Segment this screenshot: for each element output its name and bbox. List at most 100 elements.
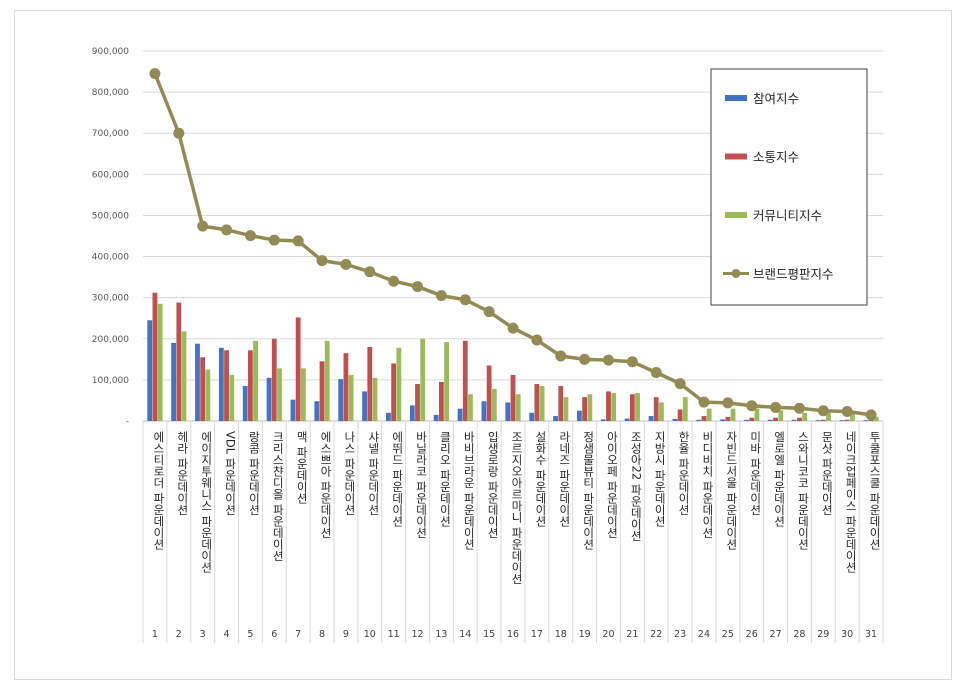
bar-커뮤니티지수-18	[563, 397, 569, 421]
category-label-9: 나스 파운데이션	[343, 431, 357, 515]
point-브랜드평판지수-11	[388, 275, 400, 287]
bar-커뮤니티지수-17	[539, 386, 545, 421]
bar-참여지수-14	[457, 408, 463, 421]
bar-소통지수-6	[271, 338, 277, 421]
bar-참여지수-2	[171, 342, 177, 421]
rank-label-26: 26	[746, 629, 758, 640]
point-브랜드평판지수-9	[340, 258, 352, 270]
bar-커뮤니티지수-11	[396, 347, 402, 421]
point-브랜드평판지수-5	[244, 230, 256, 242]
bar-소통지수-10	[367, 347, 373, 421]
y-tick-label: -	[126, 417, 129, 427]
point-브랜드평판지수-19	[579, 353, 591, 365]
y-tick-label: 700,000	[92, 129, 129, 139]
legend-swatch-참여지수	[725, 95, 747, 101]
legend-swatch-커뮤니티지수	[725, 212, 747, 218]
point-브랜드평판지수-15	[483, 306, 495, 318]
bar-커뮤니티지수-3	[205, 369, 211, 421]
category-label-2: 헤라 파운데이션	[176, 431, 190, 515]
rank-label-16: 16	[507, 629, 519, 640]
bar-참여지수-13	[433, 414, 439, 421]
rank-label-10: 10	[364, 629, 376, 640]
rank-label-29: 29	[817, 629, 829, 640]
bar-참여지수-24	[696, 419, 702, 421]
bar-커뮤니티지수-23	[682, 397, 688, 421]
bar-참여지수-20	[600, 419, 606, 421]
bar-참여지수-15	[481, 401, 487, 421]
bar-참여지수-22	[648, 416, 654, 421]
chart-frame: - 100,000 200,000 300,000 400,000 500,000 600,…	[14, 10, 952, 680]
bar-소통지수-8	[319, 361, 325, 421]
point-브랜드평판지수-12	[412, 281, 424, 293]
bar-소통지수-15	[486, 365, 492, 421]
bar-커뮤니티지수-1	[157, 303, 163, 421]
legend-label-소통지수: 소통지수	[753, 150, 799, 165]
point-브랜드평판지수-29	[817, 405, 829, 417]
point-브랜드평판지수-10	[364, 266, 376, 278]
bar-소통지수-24	[701, 416, 707, 421]
bar-커뮤니티지수-30	[849, 413, 855, 421]
category-label-7: 맥 파운데이션	[295, 431, 309, 504]
rank-label-11: 11	[388, 629, 400, 640]
category-label-28: 스와니코코 파운데이션	[796, 431, 810, 550]
rank-label-20: 20	[602, 629, 614, 640]
bar-커뮤니티지수-21	[635, 393, 640, 421]
rank-label-12: 12	[411, 629, 423, 640]
y-axis: - 100,000 200,000 300,000 400,000 500,000 600,…	[92, 47, 129, 427]
line-series	[149, 68, 877, 421]
rank-label-19: 19	[579, 629, 591, 640]
bar-소통지수-20	[606, 391, 611, 421]
rank-label-14: 14	[459, 629, 471, 640]
category-label-17: 설화수 파운데이션	[534, 431, 548, 527]
bar-참여지수-4	[218, 347, 224, 421]
category-label-31: 투쿨포스쿨 파운데이션	[868, 431, 882, 550]
category-label-12: 바닐라코 파운데이션	[415, 431, 429, 538]
legend-box	[710, 68, 868, 306]
category-label-5: 랑콤 파운데이션	[247, 431, 261, 515]
rank-label-28: 28	[793, 629, 805, 640]
bar-참여지수-26	[744, 419, 749, 421]
bar-커뮤니티지수-4	[229, 374, 235, 421]
rank-label-13: 13	[435, 629, 447, 640]
bar-커뮤니티지수-10	[372, 377, 378, 421]
bar-커뮤니티지수-28	[802, 412, 808, 421]
bar-소통지수-7	[295, 317, 301, 421]
category-label-18: 라네즈 파운데이션	[558, 431, 572, 527]
bar-참여지수-11	[386, 412, 391, 421]
legend-swatch-소통지수	[725, 153, 747, 160]
bar-참여지수-12	[409, 405, 415, 421]
point-브랜드평판지수-4	[221, 224, 233, 236]
point-브랜드평판지수-16	[507, 322, 519, 334]
rank-label-15: 15	[483, 629, 495, 640]
bar-소통지수-17	[534, 384, 540, 421]
y-tick-label: 800,000	[92, 88, 129, 98]
bar-커뮤니티지수-8	[324, 340, 330, 421]
rank-label-5: 5	[247, 629, 253, 640]
category-label-8: 에스쁘아 파운데이션	[319, 431, 333, 538]
category-label-26: 미바 파운데이션	[749, 431, 763, 515]
rank-label-22: 22	[650, 629, 662, 640]
bar-참여지수-21	[624, 418, 630, 421]
category-label-1: 에스티로더 파운데이션	[152, 431, 166, 550]
bar-참여지수-5	[242, 386, 248, 421]
bar-참여지수-1	[147, 320, 153, 421]
category-label-4: VDL 파운데이션	[224, 431, 238, 515]
point-브랜드평판지수-6	[268, 234, 280, 246]
bar-series	[147, 292, 879, 421]
bar-커뮤니티지수-14	[468, 394, 473, 421]
rank-label-31: 31	[865, 629, 877, 640]
category-label-27: 엘로엘 파운데이션	[773, 430, 787, 527]
category-label-19: 정샘물뷰티 파운데이션	[582, 431, 596, 550]
bar-소통지수-19	[582, 397, 588, 421]
bar-소통지수-14	[462, 340, 468, 421]
bar-참여지수-8	[314, 401, 320, 421]
bar-커뮤니티지수-7	[300, 368, 306, 421]
category-label-3: 에이지투웨니스 파운데이션	[200, 431, 214, 573]
category-label-21: 조성아22 파운데이션	[629, 431, 643, 541]
bar-참여지수-28	[791, 419, 797, 421]
bar-커뮤니티지수-15	[491, 388, 497, 421]
bar-커뮤니티지수-9	[348, 374, 354, 421]
bar-소통지수-29	[820, 419, 826, 421]
point-브랜드평판지수-24	[698, 396, 710, 408]
bar-참여지수-29	[815, 420, 821, 421]
